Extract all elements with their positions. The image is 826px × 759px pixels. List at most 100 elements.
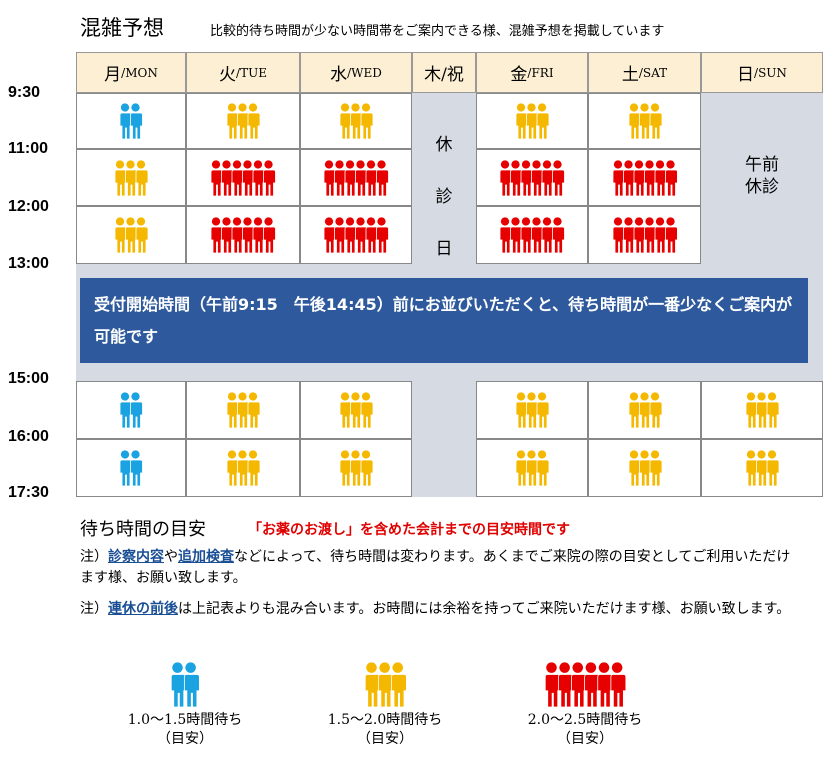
schedule-cell <box>300 439 412 497</box>
day-header: 火/TUE <box>186 52 300 93</box>
schedule-cell <box>300 149 412 206</box>
time-label: 11:00 <box>8 140 49 157</box>
people-high-icon <box>612 217 678 253</box>
time-label: 12:00 <box>8 198 49 215</box>
person-figure <box>664 159 678 196</box>
day-header-en: /MON <box>121 65 158 80</box>
schedule-cell <box>476 439 588 497</box>
time-label: 15:00 <box>8 370 49 387</box>
people-high-icon <box>499 159 565 196</box>
time-label: 16:00 <box>8 428 49 445</box>
schedule-cell <box>76 206 186 264</box>
note-emphasis: 診察内容 <box>108 549 164 565</box>
day-header: 日/SUN <box>701 52 823 93</box>
schedule-cell <box>186 206 300 264</box>
person-figure <box>766 392 779 428</box>
note-prefix: 注） <box>80 601 108 617</box>
legend-high: 2.0～2.5時間待ち （目安） <box>500 662 670 749</box>
person-figure <box>184 662 200 707</box>
legend-label: 2.0～2.5時間待ち <box>527 712 643 728</box>
person-figure <box>130 392 143 428</box>
day-header-en: /FRI <box>527 65 554 80</box>
day-header-en: /SUN <box>754 65 787 80</box>
people-mid-icon <box>339 392 373 428</box>
day-header-jp: 月 <box>104 65 122 85</box>
day-header-jp: 水 <box>330 65 348 85</box>
schedule-cell <box>588 206 701 264</box>
people-low-icon <box>171 662 200 707</box>
schedule-cell <box>588 439 701 497</box>
people-high-icon <box>500 662 670 707</box>
person-figure <box>649 103 662 139</box>
schedule-cell <box>186 149 300 206</box>
schedule-cell <box>76 93 186 149</box>
people-mid-icon <box>114 217 148 253</box>
schedule-cell <box>701 381 823 439</box>
day-header-en: /TUE <box>236 65 267 80</box>
schedule-table: 月/MON 火/TUE 水/WED 木/祝金/FRI 土/SAT 日/SUN 休診日午前 休診 <box>76 52 823 497</box>
schedule-cell <box>76 149 186 206</box>
legend-label: 1.5～2.0時間待ち <box>327 712 443 728</box>
schedule-cell <box>76 439 186 497</box>
people-high-icon <box>323 159 389 196</box>
day-header-jp: 火 <box>219 65 237 85</box>
note-1: 注）診察内容や追加検査などによって、待ち時間は変わります。あくまでご来院の際の目… <box>80 547 800 589</box>
people-mid-icon <box>628 450 662 486</box>
day-header-en: /SAT <box>638 65 668 80</box>
people-mid-icon <box>364 662 407 707</box>
person-figure <box>247 392 260 428</box>
page-subtitle: 比較的待ち時間が少ない時間帯をご案内できる様、混雑予想を掲載しています <box>210 24 665 39</box>
note-2: 注）連休の前後は上記表よりも混み合います。お時間には余裕を持ってご来院いただけま… <box>80 599 800 620</box>
closed-char: 日 <box>435 239 453 259</box>
person-figure <box>649 450 662 486</box>
day-header-jp: 土 <box>621 65 639 85</box>
legend-low: 1.0～1.5時間待ち （目安） <box>100 662 270 749</box>
schedule-cell <box>186 381 300 439</box>
person-figure <box>130 450 143 486</box>
closed-char: 休 <box>435 135 453 155</box>
legend-label: 1.0～1.5時間待ち <box>127 712 243 728</box>
person-figure <box>135 159 148 196</box>
people-high-icon <box>323 217 389 253</box>
note-prefix: 注） <box>80 549 108 565</box>
person-figure <box>610 662 626 707</box>
people-mid-icon <box>226 392 260 428</box>
time-label: 13:00 <box>8 255 49 272</box>
sunday-closed-line: 休診 <box>745 177 779 198</box>
person-figure <box>536 103 549 139</box>
person-figure <box>263 159 276 196</box>
note-text: や <box>164 549 178 565</box>
schedule-cell <box>476 149 588 206</box>
schedule-cell <box>701 439 823 497</box>
thursday-closed-label: 休診日 <box>412 119 476 275</box>
people-low-icon <box>119 450 143 486</box>
schedule-cell <box>476 381 588 439</box>
people-mid-icon <box>339 450 373 486</box>
people-mid-icon <box>114 159 148 196</box>
people-mid-icon <box>628 103 662 139</box>
person-figure <box>536 450 549 486</box>
people-mid-icon <box>745 392 779 428</box>
sunday-closed-line: 午前 <box>745 155 779 175</box>
people-mid-icon <box>628 392 662 428</box>
people-mid-icon <box>226 103 260 139</box>
people-high-icon <box>210 159 276 196</box>
sunday-closed-label: 午前 休診 <box>701 154 823 198</box>
schedule-cell <box>186 93 300 149</box>
people-mid-icon <box>515 392 549 428</box>
person-figure <box>552 217 565 253</box>
person-figure <box>263 217 276 253</box>
time-label: 17:30 <box>8 484 49 501</box>
person-figure <box>376 159 389 196</box>
person-figure <box>360 103 373 139</box>
schedule-cell <box>588 381 701 439</box>
people-high-icon <box>544 662 626 707</box>
page-title: 混雑予想 <box>80 16 164 40</box>
legend-sub: （目安） <box>357 731 413 747</box>
person-figure <box>390 662 407 707</box>
schedule-cell <box>588 93 701 149</box>
legend-sub: （目安） <box>557 731 613 747</box>
schedule-cell <box>300 93 412 149</box>
closed-char: 診 <box>435 187 453 207</box>
schedule-cell <box>476 206 588 264</box>
